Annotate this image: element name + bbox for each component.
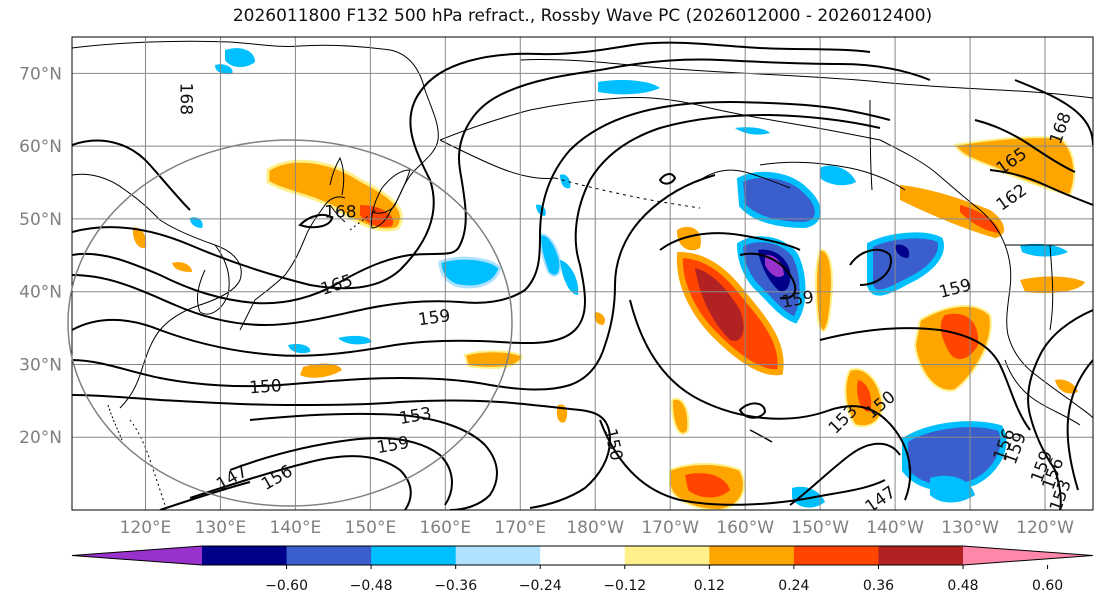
colorbar-tick-label: 0.36 (863, 578, 894, 594)
longitude-label: 150°W (791, 518, 849, 538)
colorbar-segment (455, 546, 541, 565)
height-contours (72, 41, 1093, 510)
colorbar-tick-label: −0.48 (350, 578, 393, 594)
longitude-label: 170°W (641, 518, 699, 538)
colorbar-segment (371, 546, 457, 565)
colorbar-tick-label: 0.12 (694, 578, 725, 594)
colorbar-segment (202, 546, 288, 565)
colorbar-tick-label: −0.24 (519, 578, 562, 594)
colorbar-tick-label: 0.60 (1032, 578, 1063, 594)
contour-label: 150 (249, 376, 283, 398)
longitude-label: 120°W (1016, 518, 1074, 538)
map-title: 2026011800 F132 500 hPa refract., Rossby… (232, 6, 933, 26)
colorbar-segment (878, 546, 964, 565)
longitude-label: 130°E (195, 518, 247, 538)
colorbar-segment (793, 546, 879, 565)
negative-shading (190, 48, 1068, 508)
colorbar-extend-high (963, 546, 1093, 565)
contour-label: 168 (176, 83, 196, 115)
longitude-label: 170°E (494, 518, 546, 538)
latitude-label: 50°N (19, 210, 62, 230)
longitude-label: 180°W (566, 518, 624, 538)
colorbar-segment (624, 546, 710, 565)
colorbar-tick-label: −0.36 (434, 578, 477, 594)
contour-label: 153 (398, 404, 433, 429)
contour-label: 168 (324, 203, 356, 223)
colorbar-tick-label: 0.48 (947, 578, 978, 594)
longitude-label: 120°E (120, 518, 172, 538)
colorbar-segment (709, 546, 795, 565)
longitude-label: 130°W (941, 518, 999, 538)
contour-label: 150 (600, 427, 626, 463)
colorbar-segment (540, 546, 626, 565)
colorbar-outline (71, 545, 1094, 566)
highlight-circle (67, 139, 513, 507)
contour-label: 159 (937, 275, 974, 303)
contour-label: 159 (780, 287, 815, 312)
contour-label: 147 (213, 461, 251, 495)
latitude-label: 40°N (19, 283, 62, 303)
contour-label: 165 (318, 271, 355, 300)
colorbar-tick-label: −0.60 (265, 578, 308, 594)
contour-label: 159 (375, 433, 410, 458)
latitude-label: 60°N (19, 137, 62, 157)
contour-label: 168 (1046, 110, 1076, 147)
colorbar-tick-label: −0.12 (603, 578, 646, 594)
longitude-label: 140°E (270, 518, 322, 538)
longitude-label: 160°W (716, 518, 774, 538)
colorbar-extend-low (72, 546, 202, 565)
longitude-label: 140°W (866, 518, 924, 538)
map-frame (71, 36, 1094, 511)
colorbar-tick-label: 0.24 (778, 578, 809, 594)
latitude-label: 30°N (19, 355, 62, 375)
longitude-label: 150°E (345, 518, 397, 538)
colorbar-segment (286, 546, 372, 565)
latitude-labels: 70°N 60°N 50°N 40°N 30°N 20°N (19, 64, 62, 448)
longitude-labels: 120°E 130°E 140°E 150°E 160°E 170°E 180°W 170°W… (120, 518, 1074, 538)
contour-label: 162 (993, 180, 1031, 215)
contour-label: 159 (417, 306, 452, 330)
latitude-label: 20°N (19, 428, 62, 448)
longitude-label: 160°E (419, 518, 471, 538)
colorbar: −0.60 −0.48 −0.36 −0.24 −0.12 0.12 0.24 0.36 0.4… (71, 545, 1094, 594)
latitude-label: 70°N (19, 64, 62, 84)
